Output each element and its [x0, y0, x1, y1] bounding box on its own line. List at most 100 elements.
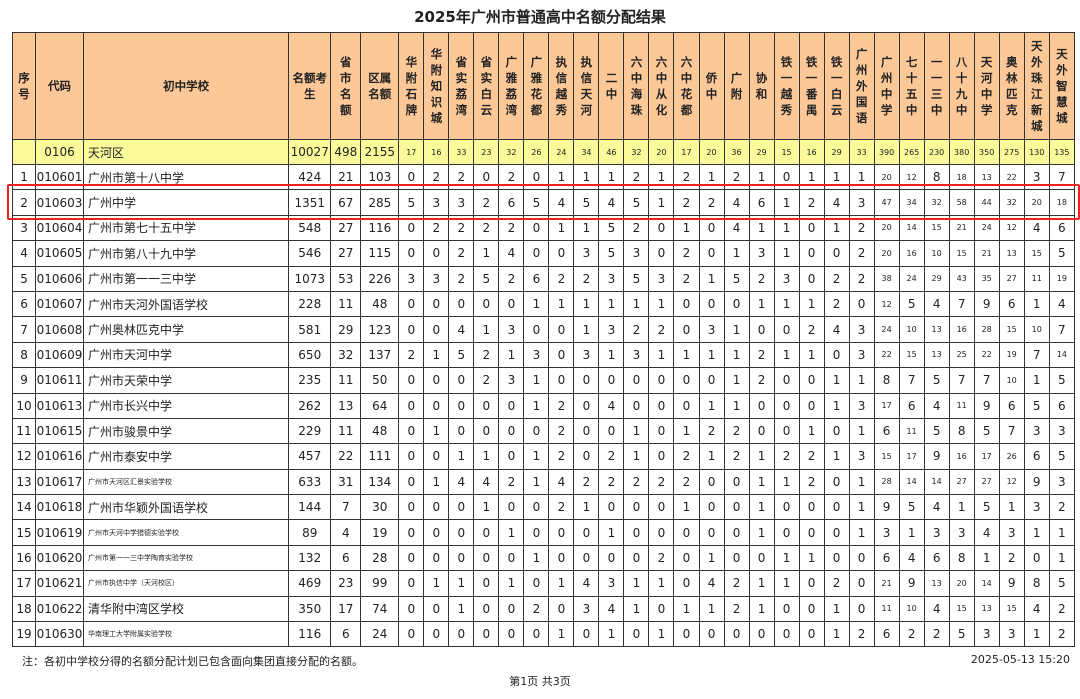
value-cell: 0 [648, 214, 675, 242]
value-cell: 1 [1023, 621, 1050, 648]
value-cell: 1 [523, 367, 550, 394]
value-cell: 1 [798, 544, 825, 572]
value-cell: 134 [360, 468, 400, 496]
value-cell: 424 [288, 163, 332, 191]
value-cell: 0 [423, 595, 450, 623]
value-cell: 1 [748, 214, 775, 242]
value-cell: 3 [1023, 163, 1050, 191]
value-cell: 0 [423, 367, 450, 394]
value-cell: 4 [1048, 290, 1076, 318]
value-cell: 0 [548, 341, 575, 369]
value-cell: 4 [598, 189, 625, 216]
value-cell: 0 [523, 240, 550, 267]
value-cell: 10 [898, 595, 925, 623]
value-cell: 3 [948, 519, 975, 546]
value-cell: 137 [360, 341, 400, 369]
value-cell: 0 [798, 265, 825, 292]
value-cell: 2 [573, 265, 600, 292]
column-header: 铁一越秀 [773, 32, 800, 140]
value-cell: 4 [923, 392, 950, 419]
value-cell: 1 [998, 494, 1025, 521]
value-cell: 27 [948, 468, 975, 496]
value-cell: 0 [823, 417, 850, 445]
value-cell: 3 [573, 595, 600, 623]
value-cell: 29 [823, 139, 850, 165]
value-cell: 3 [848, 189, 875, 216]
value-cell: 1 [648, 189, 675, 216]
value-cell: 32 [923, 189, 950, 216]
value-cell: 0 [673, 316, 700, 343]
table-row: 6 010607 广州市天河外国语学校 228 11 48 0 0 0 0 0 1 1 1 1 1 1 0 0 0 1 1… [11, 290, 1076, 318]
value-cell: 0 [398, 519, 425, 546]
value-cell: 0 [448, 544, 475, 572]
value-cell: 1 [473, 316, 500, 343]
value-cell: 1 [598, 519, 625, 546]
value-cell: 1 [498, 341, 525, 369]
value-cell: 0 [548, 595, 575, 623]
value-cell: 4 [573, 570, 600, 597]
value-cell: 1 [823, 443, 850, 470]
value-cell: 0 [773, 494, 800, 521]
table-row: 19 010630 华南理工大学附属实验学校 116 6 24 0 0 0 0 0 0 1 0 1 0 1 0 0 0… [11, 621, 1076, 648]
value-cell: 1 [598, 341, 625, 369]
seq-cell: 3 [11, 214, 37, 242]
code-cell: 010605 [35, 240, 85, 267]
value-cell: 228 [288, 290, 332, 318]
value-cell: 6 [998, 290, 1025, 318]
seq-cell: 19 [11, 621, 37, 648]
value-cell: 9 [873, 494, 900, 521]
value-cell: 650 [288, 341, 332, 369]
value-cell: 0 [848, 570, 875, 597]
value-cell: 15 [873, 443, 900, 470]
value-cell: 116 [288, 621, 332, 648]
value-cell: 7 [973, 367, 1000, 394]
value-cell: 0 [773, 367, 800, 394]
value-cell: 0 [648, 392, 675, 419]
value-cell: 43 [948, 265, 975, 292]
value-cell: 0 [573, 417, 600, 445]
value-cell: 2 [798, 316, 825, 343]
value-cell: 6 [748, 189, 775, 216]
value-cell: 9 [898, 570, 925, 597]
seq-cell: 10 [11, 392, 37, 419]
seq-cell: 5 [11, 265, 37, 292]
value-cell: 1 [973, 544, 1000, 572]
value-cell: 1 [798, 290, 825, 318]
table-row: 10 010613 广州市长兴中学 262 13 64 0 0 0 0 0 1 2 0 4 0 0 0 1 1 0 0 0 1… [11, 392, 1076, 419]
value-cell: 0 [398, 367, 425, 394]
value-cell: 103 [360, 163, 400, 191]
value-cell: 26 [523, 139, 550, 165]
value-cell: 1 [698, 163, 725, 191]
value-cell: 2 [423, 214, 450, 242]
value-cell: 48 [360, 290, 400, 318]
value-cell: 8 [923, 163, 950, 191]
value-cell: 4 [823, 189, 850, 216]
column-header: 一一三中 [923, 32, 950, 140]
value-cell: 2 [548, 392, 575, 419]
value-cell: 2 [848, 240, 875, 267]
value-cell: 3 [573, 240, 600, 267]
value-cell: 48 [360, 417, 400, 445]
district-summary-row: 0106 天河区 10027 498 2155 17 16 33 23 32 26 24 34 46 32 2… [11, 139, 1076, 165]
school-name-cell: 清华附中湾区学校 [83, 595, 290, 623]
value-cell: 3 [773, 265, 800, 292]
value-cell: 1 [648, 290, 675, 318]
column-header: 执信天河 [573, 32, 600, 140]
value-cell: 32 [998, 189, 1025, 216]
value-cell: 130 [1023, 139, 1050, 165]
school-name-cell: 广州市第一一三中学陶育实验学校 [83, 544, 290, 572]
value-cell: 5 [398, 189, 425, 216]
value-cell: 0 [423, 316, 450, 343]
value-cell: 0 [848, 595, 875, 623]
value-cell: 12 [898, 163, 925, 191]
value-cell: 1 [698, 595, 725, 623]
value-cell: 5 [623, 189, 650, 216]
value-cell: 265 [898, 139, 925, 165]
value-cell: 53 [330, 265, 362, 292]
value-cell: 18 [1048, 189, 1076, 216]
code-cell: 010604 [35, 214, 85, 242]
value-cell: 2 [648, 316, 675, 343]
value-cell: 2 [498, 468, 525, 496]
value-cell: 14 [1048, 341, 1076, 369]
value-cell: 0 [448, 494, 475, 521]
